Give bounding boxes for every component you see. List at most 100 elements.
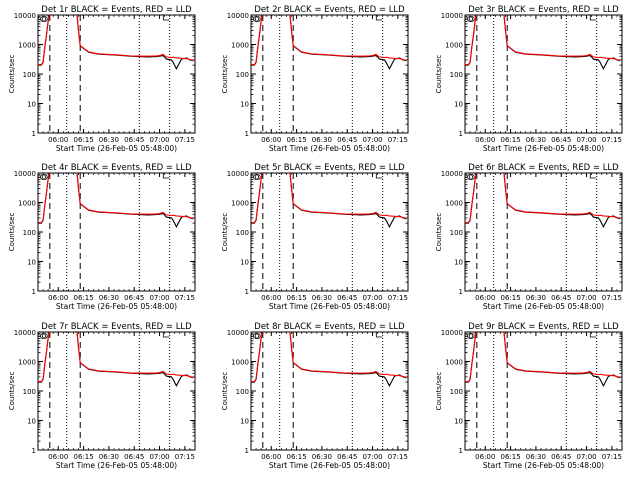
- x-tick-label: 06:30: [312, 453, 332, 461]
- y-tick-label: 10: [454, 418, 463, 426]
- top-marker: [467, 16, 473, 22]
- y-tick-label: 10: [27, 418, 36, 426]
- y-tick-label: 100: [23, 229, 36, 237]
- y-tick-label: 10: [454, 259, 463, 267]
- top-marker: [253, 16, 259, 22]
- x-tick-label: 06:00: [48, 136, 68, 144]
- x-tick-label: 06:45: [551, 294, 571, 302]
- x-axis-label: Start Time (26-Feb-05 05:48:00): [56, 461, 177, 470]
- x-tick-label: 06:15: [500, 136, 520, 144]
- y-axis-label: Counts/sec: [435, 55, 443, 94]
- x-tick-label: 07:15: [175, 136, 195, 144]
- detector-plot: Det 3r BLACK = Events, RED = LLD10000100…: [435, 5, 623, 153]
- top-marker: [589, 332, 597, 338]
- x-tick-label: 07:00: [362, 136, 382, 144]
- x-tick-label: 06:45: [551, 453, 571, 461]
- x-axis-label: Start Time (26-Feb-05 05:48:00): [483, 302, 604, 311]
- y-tick-label: 100: [236, 388, 249, 396]
- x-tick-label: 06:00: [261, 453, 281, 461]
- top-marker: [254, 16, 261, 22]
- plot-title: Det 4r BLACK = Events, RED = LLD: [41, 163, 192, 173]
- y-tick-label: 10000: [14, 329, 36, 337]
- x-tick-label: 06:30: [526, 294, 546, 302]
- y-axis-label: Counts/sec: [435, 372, 443, 411]
- y-tick-label: 10000: [227, 329, 249, 337]
- y-tick-label: 10: [27, 259, 36, 267]
- top-marker: [253, 333, 259, 339]
- y-tick-label: 100: [23, 388, 36, 396]
- plot-title: Det 2r BLACK = Events, RED = LLD: [254, 5, 405, 15]
- x-tick-label: 07:00: [576, 453, 596, 461]
- y-axis-label: Counts/sec: [221, 372, 229, 411]
- plot-title: Det 7r BLACK = Events, RED = LLD: [41, 322, 192, 332]
- detector-plot: Det 9r BLACK = Events, RED = LLD10000100…: [435, 322, 623, 470]
- x-tick-label: 07:15: [388, 453, 408, 461]
- x-tick-label: 06:45: [337, 294, 357, 302]
- y-tick-label: 1: [459, 130, 463, 138]
- x-tick-label: 06:30: [99, 294, 119, 302]
- x-tick-label: 06:00: [261, 136, 281, 144]
- x-tick-label: 07:15: [602, 453, 622, 461]
- x-tick-label: 06:15: [286, 136, 306, 144]
- top-marker: [41, 333, 48, 339]
- x-tick-label: 06:00: [475, 136, 495, 144]
- y-tick-label: 10000: [227, 170, 249, 178]
- x-tick-label: 06:15: [286, 453, 306, 461]
- y-tick-label: 1: [459, 288, 463, 296]
- x-axis-label: Start Time (26-Feb-05 05:48:00): [483, 144, 604, 153]
- top-marker: [40, 174, 46, 180]
- x-tick-label: 06:30: [312, 294, 332, 302]
- detector-plot: Det 2r BLACK = Events, RED = LLD10000100…: [221, 5, 409, 153]
- top-marker: [40, 333, 46, 339]
- y-tick-label: 100: [450, 229, 463, 237]
- y-axis-label: Counts/sec: [8, 213, 16, 252]
- y-tick-label: 1: [459, 447, 463, 455]
- top-marker: [589, 15, 597, 21]
- lld-series-line: [251, 15, 407, 66]
- y-tick-label: 10: [454, 101, 463, 109]
- detector-plot: Det 7r BLACK = Events, RED = LLD10000100…: [8, 322, 196, 470]
- lld-series-line: [465, 332, 621, 383]
- y-tick-label: 100: [236, 229, 249, 237]
- x-tick-label: 06:15: [500, 294, 520, 302]
- y-tick-label: 1000: [445, 359, 463, 367]
- top-marker: [589, 173, 597, 179]
- top-marker: [41, 174, 48, 180]
- y-tick-label: 10000: [441, 329, 463, 337]
- y-tick-label: 1: [32, 447, 36, 455]
- x-tick-label: 06:15: [73, 294, 93, 302]
- y-tick-label: 1000: [18, 200, 36, 208]
- lld-series-line: [38, 15, 194, 66]
- detector-plot: Det 4r BLACK = Events, RED = LLD10000100…: [8, 163, 196, 311]
- y-tick-label: 1000: [231, 200, 249, 208]
- y-tick-label: 1000: [231, 42, 249, 50]
- plot-frame: [37, 331, 196, 451]
- x-tick-label: 06:45: [124, 136, 144, 144]
- y-tick-label: 1000: [18, 42, 36, 50]
- x-tick-label: 07:00: [362, 294, 382, 302]
- x-axis-label: Start Time (26-Feb-05 05:48:00): [269, 144, 390, 153]
- y-tick-label: 1: [245, 130, 249, 138]
- top-marker: [162, 332, 170, 338]
- top-marker: [467, 333, 473, 339]
- top-marker: [375, 173, 383, 179]
- detector-plot: Det 1r BLACK = Events, RED = LLD10000100…: [8, 5, 196, 153]
- x-tick-label: 06:00: [261, 294, 281, 302]
- x-axis-label: Start Time (26-Feb-05 05:48:00): [56, 144, 177, 153]
- y-axis-label: Counts/sec: [221, 55, 229, 94]
- lld-series-line: [251, 173, 407, 224]
- detector-plot: Det 8r BLACK = Events, RED = LLD10000100…: [221, 322, 409, 470]
- y-tick-label: 1: [32, 288, 36, 296]
- detector-plot: Det 5r BLACK = Events, RED = LLD10000100…: [221, 163, 409, 311]
- y-tick-label: 1: [245, 288, 249, 296]
- plot-frame: [250, 331, 409, 451]
- x-tick-label: 07:15: [602, 136, 622, 144]
- plot-title: Det 9r BLACK = Events, RED = LLD: [468, 322, 619, 332]
- x-tick-label: 06:15: [286, 294, 306, 302]
- y-tick-label: 1: [32, 130, 36, 138]
- y-axis-label: Counts/sec: [435, 213, 443, 252]
- y-tick-label: 1000: [445, 42, 463, 50]
- top-marker: [468, 16, 475, 22]
- x-tick-label: 06:15: [73, 453, 93, 461]
